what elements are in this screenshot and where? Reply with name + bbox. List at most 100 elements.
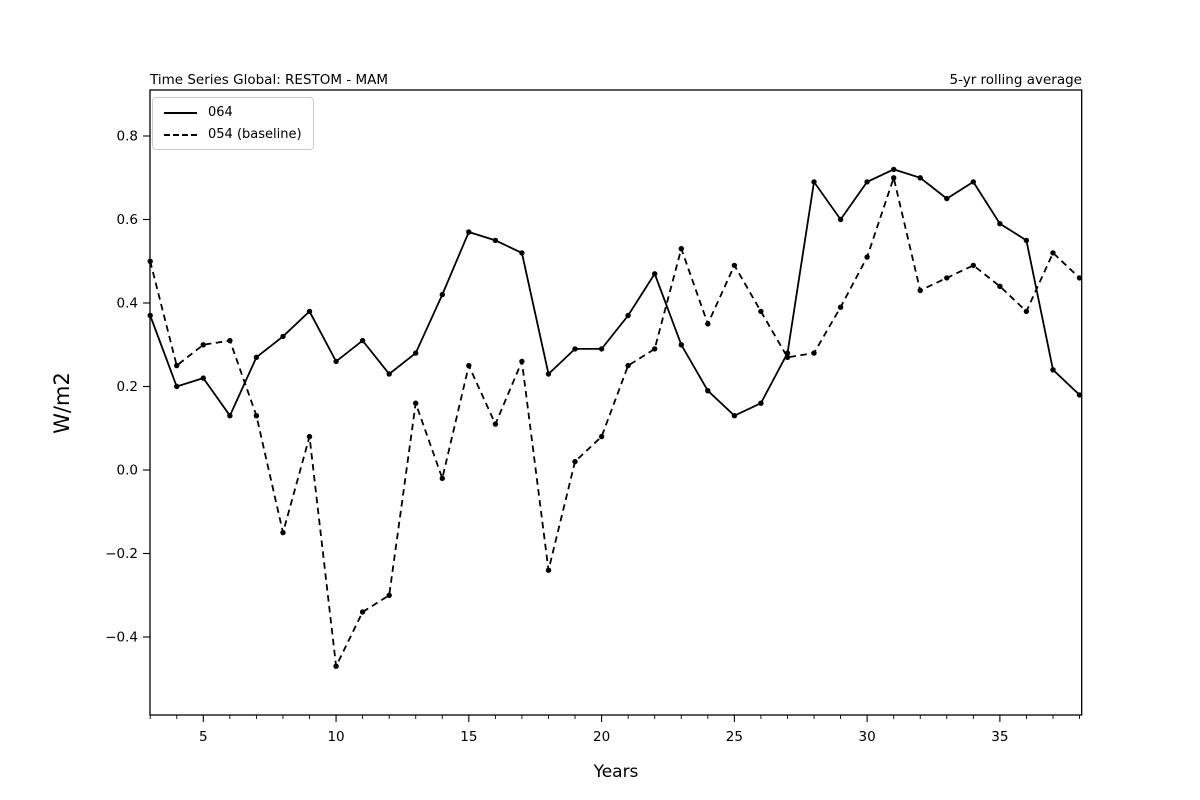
data-point [227,413,233,419]
data-point [519,250,525,256]
plot-frame [149,89,1083,716]
data-point [705,388,711,394]
data-point [917,175,923,181]
data-point [1050,250,1056,256]
data-point [545,567,552,573]
data-point [784,354,791,360]
data-point [253,354,260,360]
x-tick-label: 30 [859,729,876,745]
data-point [174,362,180,369]
x-axis-label: Years [593,762,639,782]
data-point [492,421,499,427]
data-point [1076,275,1083,281]
legend-line-solid-icon [164,111,197,114]
series-064 [147,166,1083,419]
data-point [227,337,233,344]
data-point [1050,367,1056,373]
data-point [864,254,870,260]
data-point [386,371,392,377]
data-point [944,275,950,281]
data-point [280,333,286,340]
data-point [466,229,472,235]
data-point [306,433,313,440]
data-point [253,413,260,419]
data-point [917,287,923,294]
data-point [200,375,206,381]
y-tick-label: 0.2 [117,379,138,395]
data-point [891,166,897,173]
data-point [625,362,631,369]
data-point [970,179,976,185]
data-point [413,400,419,406]
data-point [280,529,286,536]
data-point [1023,237,1030,244]
x-tick-label: 25 [726,729,743,745]
chart-annotation: 5-yr rolling average [949,72,1082,88]
data-point [572,346,578,352]
data-point [625,312,631,319]
x-tick-label: 35 [991,729,1008,745]
legend-line-dashed-icon [164,133,197,136]
data-point [731,413,738,419]
data-point [678,246,684,252]
legend-label-064: 064 [208,105,233,120]
data-point [413,350,419,356]
data-point [678,342,684,348]
data-point [386,592,392,598]
data-point [439,475,445,482]
data-point [731,262,738,269]
x-minor-ticks [149,715,1080,719]
solid-line [149,168,1081,418]
legend: 064 054 (baseline) [152,97,314,150]
x-tick-label: 5 [199,729,208,745]
data-point [572,458,578,465]
data-point [1076,392,1083,398]
data-point [811,179,817,185]
data-point [997,283,1003,289]
x-axis-ticks: 5 10 15 20 25 30 35 [199,715,1008,745]
data-point [652,346,658,352]
data-point [970,262,976,269]
y-tick-label: 0.8 [117,129,138,145]
data-point [466,362,472,369]
data-point [652,271,658,277]
data-point [944,195,950,202]
x-tick-label: 15 [460,729,477,745]
data-point [147,258,153,264]
data-point [147,312,153,319]
y-tick-label: 0.0 [117,463,138,479]
y-tick-label: 0.4 [117,296,138,312]
y-tick-label: −0.2 [105,546,138,562]
data-point [758,308,764,315]
dashed-line [149,174,1081,670]
y-tick-label: 0.6 [117,212,138,228]
data-point [864,179,870,185]
data-point [598,433,605,440]
y-tick-label: −0.4 [105,630,138,646]
series-054-baseline- [147,174,1083,670]
data-point [545,371,552,377]
y-axis-ticks: 0.8 0.6 0.4 0.2 0.0 −0.2 −0.4 [105,129,150,646]
data-point [705,321,711,327]
data-point [519,358,525,365]
data-point [837,304,844,310]
data-point [837,216,844,223]
data-point [758,400,764,406]
data-point [333,358,339,365]
data-point [598,346,605,352]
data-point [333,663,339,669]
legend-entry-054: 054 (baseline) [164,127,302,142]
data-point [492,237,499,244]
chart-title: Time Series Global: RESTOM - MAM [150,72,389,88]
data-point [439,291,445,298]
x-tick-label: 10 [327,729,344,745]
data-point [1023,308,1030,315]
data-point [359,609,366,615]
data-point [306,308,313,315]
x-tick-label: 20 [593,729,610,745]
legend-label-054: 054 (baseline) [208,127,302,142]
legend-entry-064: 064 [164,105,302,120]
data-point [891,175,897,181]
